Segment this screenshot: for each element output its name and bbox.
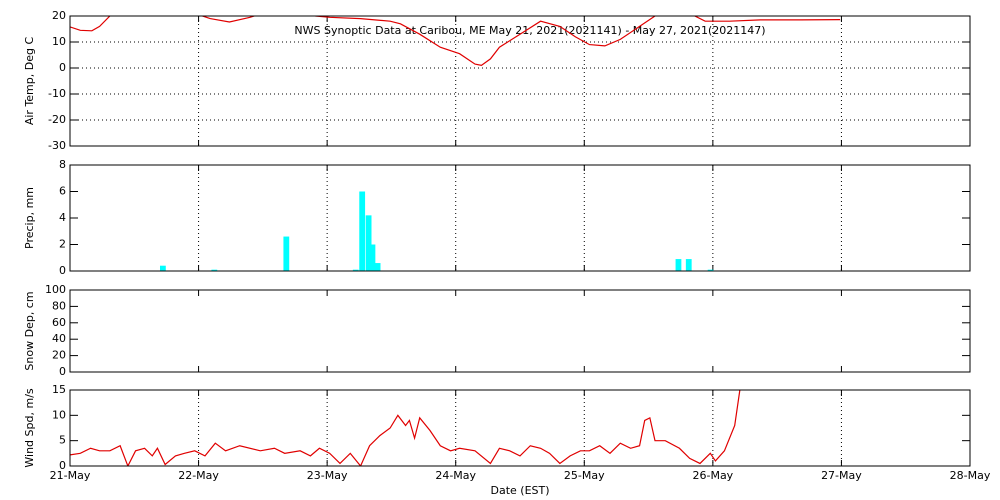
y-tick-label: 0 — [59, 61, 66, 74]
x-tick-label: 24-May — [435, 469, 476, 482]
bar — [374, 263, 381, 271]
x-tick-label: 25-May — [564, 469, 605, 482]
y-tick-label: 40 — [52, 332, 66, 345]
y-tick-label: 60 — [52, 316, 66, 329]
y-tick-label: 20 — [52, 349, 66, 362]
y-axis-label: Precip, mm — [23, 187, 36, 249]
bar — [685, 259, 692, 271]
y-axis-label: Snow Dep, cm — [23, 291, 36, 370]
bar — [352, 269, 359, 271]
bar — [675, 259, 682, 271]
plot-frame — [69, 164, 971, 272]
bar — [365, 215, 372, 271]
x-tick-label: 26-May — [692, 469, 733, 482]
y-tick-label: 4 — [59, 211, 66, 224]
x-tick-label: 22-May — [178, 469, 219, 482]
data-line — [70, 390, 741, 466]
plot-area — [160, 191, 714, 271]
plot-frame — [69, 289, 971, 373]
data-line — [70, 16, 841, 67]
y-tick-label: -20 — [48, 113, 66, 126]
y-tick-label: 15 — [52, 383, 66, 396]
x-tick-label: 21-May — [50, 469, 91, 482]
y-tick-label: 5 — [59, 434, 66, 447]
bar — [283, 236, 290, 271]
plot-area — [70, 390, 741, 466]
y-tick-label: 6 — [59, 185, 66, 198]
y-tick-label: 80 — [52, 299, 66, 312]
x-axis-label: Date (EST) — [490, 484, 549, 497]
y-tick-label: 0 — [59, 459, 66, 472]
plot-frame — [69, 15, 971, 147]
bar — [160, 265, 166, 271]
y-tick-label: 10 — [52, 408, 66, 421]
chart-title: NWS Synoptic Data at Caribou, ME May 21,… — [294, 24, 765, 37]
bar — [211, 269, 218, 271]
x-tick-label: 28-May — [950, 469, 991, 482]
y-tick-label: 20 — [52, 9, 66, 22]
y-axis-label: Wind Spd, m/s — [23, 388, 36, 468]
y-tick-label: 2 — [59, 238, 66, 251]
y-tick-label: -30 — [48, 139, 66, 152]
y-tick-label: 10 — [52, 35, 66, 48]
y-axis-label: Air Temp, Deg C — [23, 37, 36, 126]
y-tick-label: -10 — [48, 87, 66, 100]
y-tick-label: 0 — [59, 264, 66, 277]
bar — [369, 244, 376, 271]
bar — [707, 269, 714, 271]
y-tick-label: 0 — [59, 365, 66, 378]
plot-area — [70, 16, 841, 67]
x-tick-label: 27-May — [821, 469, 862, 482]
bar — [359, 191, 366, 271]
y-tick-label: 8 — [59, 158, 66, 171]
y-tick-label: 100 — [45, 283, 66, 296]
plot-frame — [69, 389, 971, 467]
x-tick-label: 23-May — [307, 469, 348, 482]
